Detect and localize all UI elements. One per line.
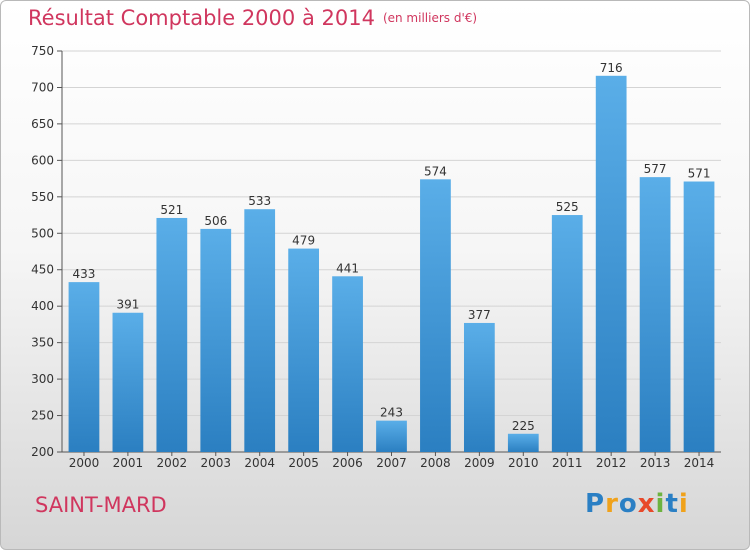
x-tick-label: 2012 xyxy=(596,456,627,470)
bar xyxy=(683,181,715,453)
logo-letter: r xyxy=(605,489,619,519)
data-label: 716 xyxy=(600,61,623,75)
bar xyxy=(112,312,144,452)
data-label: 441 xyxy=(336,261,359,275)
data-label: 433 xyxy=(73,267,96,281)
logo-letter: i xyxy=(678,489,689,519)
x-tick-label: 2002 xyxy=(157,456,188,470)
bar xyxy=(68,282,100,452)
bar xyxy=(156,217,188,452)
x-tick-label: 2005 xyxy=(288,456,319,470)
x-tick-label: 2010 xyxy=(508,456,539,470)
bars xyxy=(68,75,715,453)
x-tick-label: 2008 xyxy=(420,456,451,470)
title-text: Résultat Comptable 2000 à 2014 xyxy=(28,6,375,30)
bar xyxy=(332,276,363,452)
y-tick-label: 200 xyxy=(31,445,54,459)
x-tick-label: 2007 xyxy=(376,456,407,470)
bar xyxy=(288,248,320,452)
x-tick-label: 2004 xyxy=(244,456,275,470)
x-tick-label: 2011 xyxy=(552,456,583,470)
x-tick-label: 2003 xyxy=(200,456,231,470)
bar xyxy=(507,433,539,452)
y-tick-label: 750 xyxy=(31,44,54,58)
y-tick-label: 250 xyxy=(31,409,54,423)
x-tick-label: 2001 xyxy=(113,456,144,470)
data-label: 243 xyxy=(380,406,403,420)
data-label: 574 xyxy=(424,164,447,178)
bar xyxy=(595,75,627,452)
bar xyxy=(551,215,583,452)
y-tick-label: 400 xyxy=(31,299,54,313)
x-tick-label: 2013 xyxy=(640,456,671,470)
logo-letter: i xyxy=(655,489,666,519)
y-tick-labels: 200 250 300 350 400 450 500 550 600 650 700 750 xyxy=(31,44,54,459)
unit-note: (en milliers d'€) xyxy=(382,11,478,25)
data-label: 225 xyxy=(512,419,535,433)
logo-letter: o xyxy=(618,489,638,519)
x-tick-label: 2009 xyxy=(464,456,495,470)
chart-title: Résultat Comptable 2000 à 2014 (en millie… xyxy=(28,6,477,30)
y-tick-label: 700 xyxy=(31,80,54,94)
data-label: 521 xyxy=(160,203,183,217)
data-label: 479 xyxy=(292,234,315,248)
y-tick-label: 600 xyxy=(31,153,54,167)
data-label: 377 xyxy=(468,308,491,322)
x-tick-label: 2000 xyxy=(69,456,100,470)
x-tick-label: 2014 xyxy=(684,456,715,470)
logo-letter: t xyxy=(665,489,679,519)
location-name: SAINT-MARD xyxy=(35,493,167,517)
data-label: 533 xyxy=(248,194,271,208)
data-labels: 433 391 521 506 533 479 441 243 574 377 225 525 716 5… xyxy=(73,61,711,433)
x-tick-label: 2006 xyxy=(332,456,363,470)
proxiti-logo: Proxiti xyxy=(585,489,689,519)
data-label: 571 xyxy=(688,167,711,181)
data-label: 525 xyxy=(556,200,579,214)
data-label: 506 xyxy=(204,214,227,228)
y-tick-label: 450 xyxy=(31,263,54,277)
data-label: 391 xyxy=(116,298,139,312)
y-tick-label: 300 xyxy=(31,372,54,386)
bar xyxy=(200,228,232,452)
y-tick-label: 550 xyxy=(31,190,54,204)
logo-letter: P xyxy=(585,489,606,519)
y-tick-label: 350 xyxy=(31,336,54,350)
bar xyxy=(244,209,276,452)
y-tick-label: 650 xyxy=(31,117,54,131)
y-tick-label: 500 xyxy=(31,226,54,240)
data-label: 577 xyxy=(644,162,667,176)
bar xyxy=(639,177,671,452)
logo-letter: x xyxy=(637,489,656,519)
bar xyxy=(376,420,407,452)
bar xyxy=(420,179,451,452)
bar xyxy=(463,322,495,452)
x-tick-labels: 2000 2001 2002 2003 2004 2005 2006 2007 2008 2009… xyxy=(69,456,715,470)
